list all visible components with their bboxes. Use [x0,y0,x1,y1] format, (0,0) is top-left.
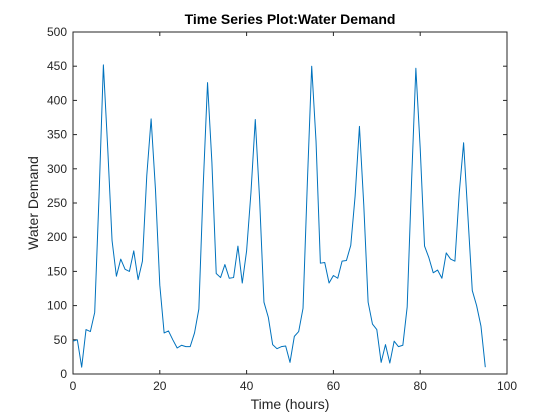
x-tick-label: 60 [327,379,341,393]
y-tick-label: 400 [47,93,67,107]
x-tick-label: 0 [70,379,77,393]
y-axis: 0 50 100 150 200 250 300 350 400 450 500 [47,25,507,381]
y-tick-label: 250 [47,196,67,210]
y-tick-label: 200 [47,230,67,244]
x-tick-label: 40 [240,379,254,393]
y-tick-label: 50 [54,333,68,347]
x-axis-label: Time (hours) [251,396,330,412]
series-group [72,64,486,368]
x-tick-label: 100 [497,379,517,393]
y-tick-label: 350 [47,128,67,142]
y-tick-label: 300 [47,162,67,176]
y-tick-label: 500 [47,25,67,39]
plot-area [72,31,508,375]
y-tick-label: 100 [47,299,67,313]
y-tick-label: 150 [47,264,67,278]
chart-title: Time Series Plot:Water Demand [185,11,396,27]
x-tick-label: 80 [414,379,428,393]
y-tick-label: 450 [47,59,67,73]
y-tick-label: 0 [60,367,67,381]
y-axis-label: Water Demand [25,156,41,250]
x-axis: 0 20 40 60 80 100 [70,32,517,393]
series-line [72,64,486,368]
x-tick-label: 20 [153,379,167,393]
